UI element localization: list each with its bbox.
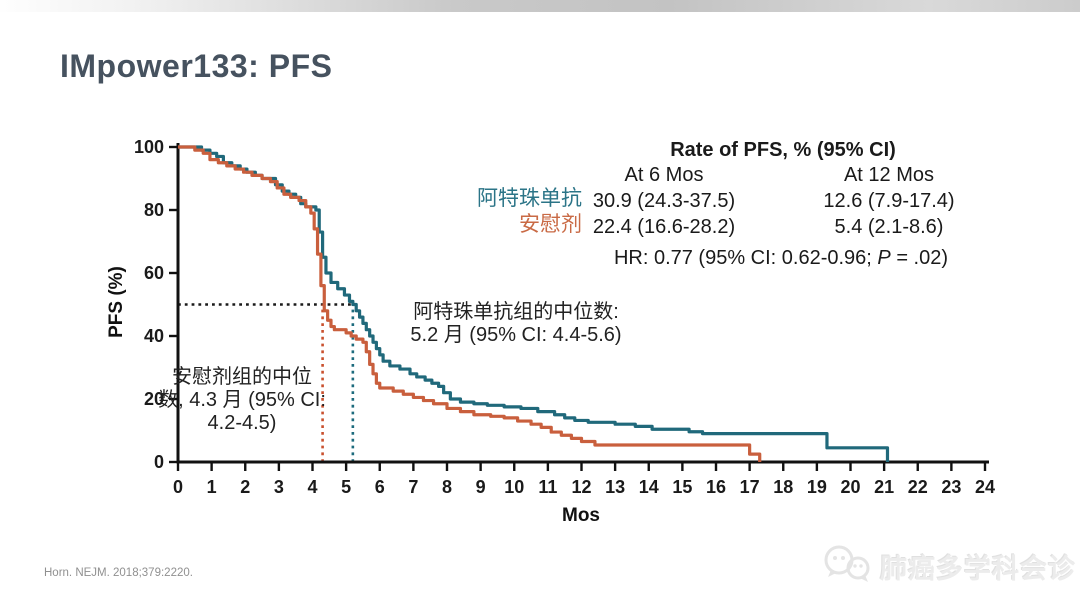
placebo-median-line2: 数, 4.3 月 (95% CI: [158, 389, 326, 411]
svg-text:19: 19 [807, 477, 827, 497]
hr-text-suffix: = .02) [890, 247, 949, 269]
stats-header: Rate of PFS, % (95% CI) [670, 139, 896, 161]
svg-text:16: 16 [706, 477, 726, 497]
svg-text:1: 1 [207, 477, 217, 497]
svg-text:12: 12 [571, 477, 591, 497]
top-gradient-bar [0, 0, 1080, 12]
stats-atezo-at6: 30.9 (24.3-37.5) [592, 190, 736, 212]
svg-text:20: 20 [840, 477, 860, 497]
watermark-text: 肺癌多学科会诊 [880, 553, 1076, 584]
hr-p-italic: P [877, 247, 891, 269]
svg-text:14: 14 [639, 477, 659, 497]
svg-text:7: 7 [408, 477, 418, 497]
svg-text:4: 4 [307, 477, 317, 497]
stats-atezo-at12: 12.6 (7.9-17.4) [823, 190, 955, 212]
atezo-median-line2: 5.2 月 (95% CI: 4.4-5.6) [410, 324, 622, 346]
atezo-median-line1: 阿特珠单抗组的中位数: [413, 301, 619, 323]
placebo-median-annotation: 安慰剂组的中位 数, 4.3 月 (95% CI: 4.2-4.5) [152, 366, 332, 435]
legend-label-placebo: 安慰剂 [519, 213, 582, 236]
atezolizumab-median-annotation: 阿特珠单抗组的中位数: 5.2 月 (95% CI: 4.4-5.6) [400, 301, 632, 347]
placebo-median-line3: 4.2-4.5) [207, 412, 277, 434]
svg-text:20: 20 [144, 389, 164, 409]
page-title: IMpower133: PFS [60, 48, 333, 84]
svg-text:11: 11 [538, 477, 557, 497]
stats-col-at6: At 6 Mos [624, 164, 704, 186]
placebo-median-line1: 安慰剂组的中位 [172, 366, 312, 388]
x-axis-label: Mos [562, 505, 600, 526]
svg-text:5: 5 [341, 477, 351, 497]
svg-text:80: 80 [144, 200, 164, 220]
svg-text:2: 2 [240, 477, 250, 497]
watermark-logo: 肺癌多学科会诊 [822, 544, 1076, 588]
stats-col-at12: At 12 Mos [843, 164, 935, 186]
svg-text:24: 24 [975, 477, 995, 497]
svg-text:10: 10 [504, 477, 524, 497]
svg-text:17: 17 [740, 477, 760, 497]
stats-placebo-at6: 22.4 (16.6-28.2) [592, 216, 736, 238]
citation: Horn. NEJM. 2018;379:2220. [44, 567, 193, 579]
svg-text:21: 21 [874, 477, 894, 497]
svg-text:0: 0 [173, 477, 183, 497]
svg-text:60: 60 [144, 263, 164, 283]
svg-text:9: 9 [476, 477, 486, 497]
svg-text:23: 23 [941, 477, 961, 497]
svg-text:40: 40 [144, 326, 164, 346]
svg-text:0: 0 [154, 452, 164, 472]
hazard-ratio-line: HR: 0.77 (95% CI: 0.62-0.96; P = .02) [481, 246, 1080, 270]
svg-text:22: 22 [908, 477, 928, 497]
svg-text:6: 6 [375, 477, 385, 497]
legend-label-atezolizumab: 阿特珠单抗 [477, 187, 582, 210]
chat-bubbles-icon [824, 545, 870, 582]
svg-text:15: 15 [672, 477, 692, 497]
stats-placebo-at12: 5.4 (2.1-8.6) [834, 216, 944, 238]
svg-text:13: 13 [605, 477, 625, 497]
hr-text: HR: 0.77 (95% CI: 0.62-0.96; [613, 247, 878, 269]
svg-text:18: 18 [773, 477, 793, 497]
svg-text:8: 8 [442, 477, 452, 497]
svg-text:3: 3 [274, 477, 284, 497]
svg-text:100: 100 [134, 137, 164, 157]
